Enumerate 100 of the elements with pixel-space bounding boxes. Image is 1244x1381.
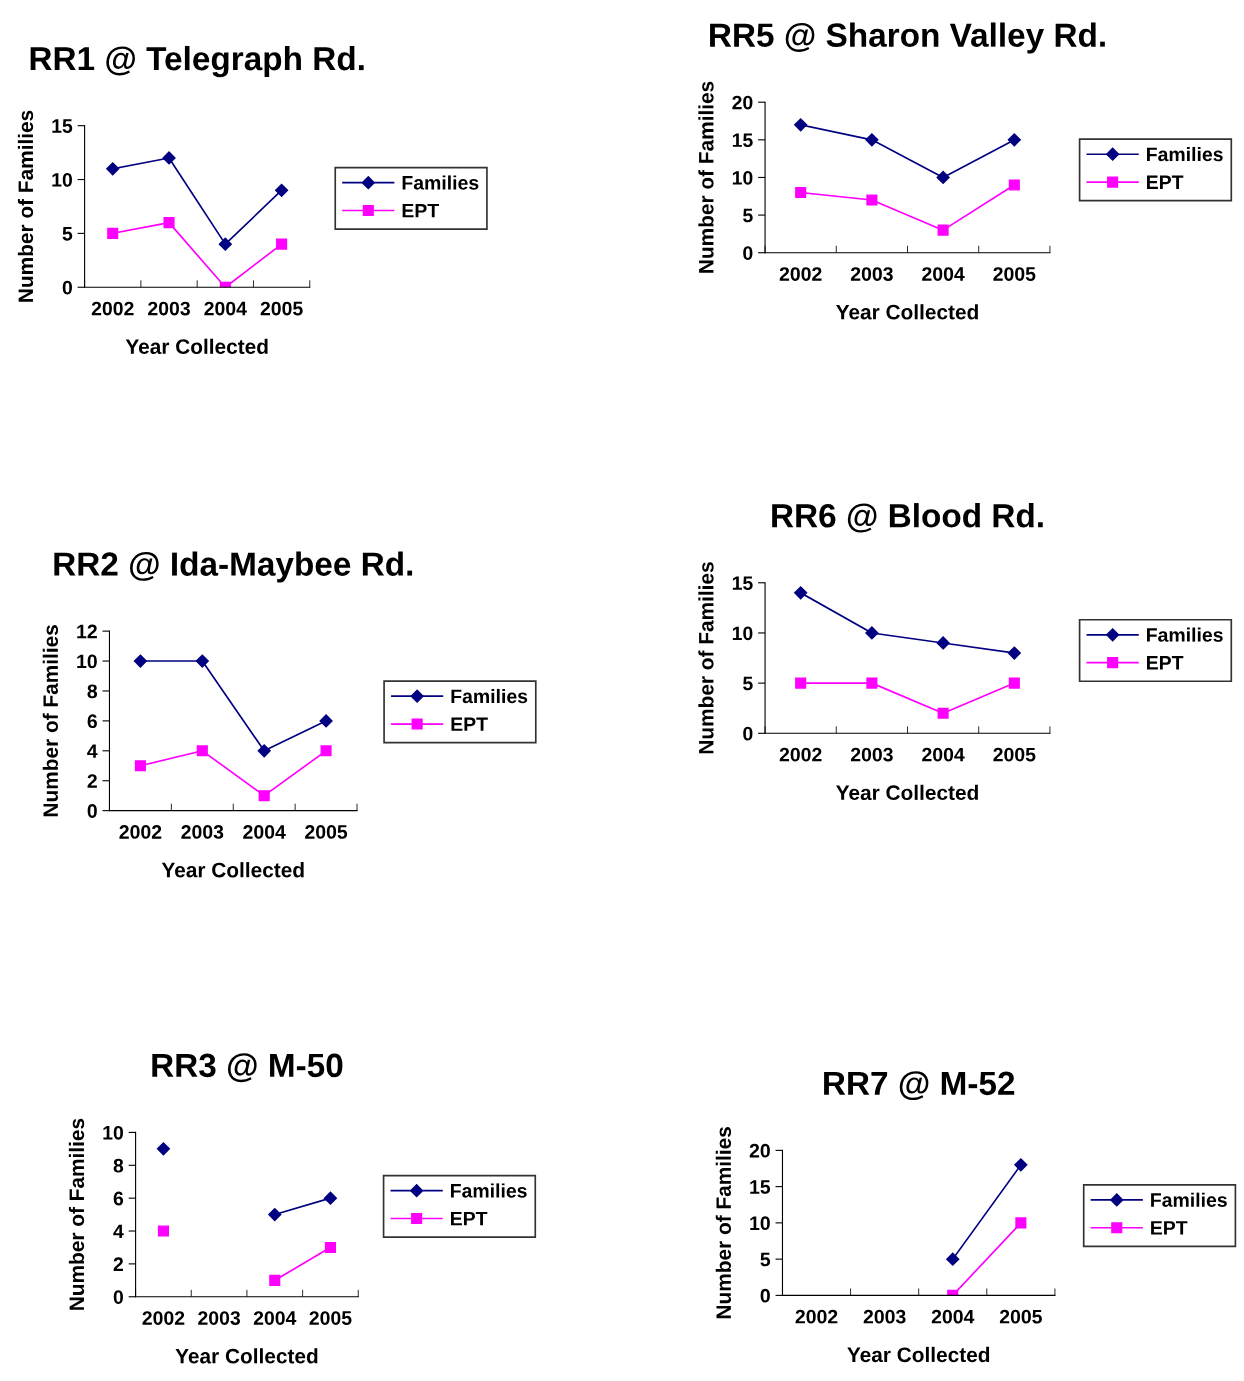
chart-title: RR7 @ M-52 — [824, 1071, 1015, 1101]
y-tick-label: 5 — [62, 227, 73, 241]
y-tick-label: 8 — [113, 1158, 124, 1173]
y-tick-label: 6 — [113, 1191, 124, 1206]
point — [936, 636, 950, 650]
point — [795, 677, 807, 689]
y-tick-label: 10 — [732, 170, 753, 185]
y-tick-label: 5 — [743, 676, 753, 691]
x-axis-title: Year Collected — [125, 338, 268, 355]
x-tick-label: 2004 — [243, 825, 286, 839]
y-axis-title: Number of Families — [68, 1118, 85, 1310]
y-tick-label: 15 — [732, 133, 753, 148]
x-tick-label: 2004 — [922, 267, 965, 281]
y-tick-label: 0 — [113, 1290, 123, 1304]
x-tick-label: 2002 — [795, 1309, 838, 1324]
point — [163, 217, 175, 229]
x-tick-label: 2003 — [198, 1311, 241, 1325]
x-tick-label: 2002 — [119, 825, 162, 839]
point — [1008, 179, 1020, 191]
point — [1014, 1158, 1028, 1172]
y-tick-label: 15 — [52, 119, 73, 133]
y-tick-label: 20 — [749, 1143, 770, 1158]
legend-label: Families — [1147, 146, 1223, 162]
x-tick-label: 2003 — [181, 825, 224, 839]
x-axis-title: Year Collected — [175, 1348, 318, 1364]
y-tick-label: 0 — [760, 1288, 770, 1303]
y-tick-label: 0 — [87, 804, 97, 818]
y-tick-label: 2 — [87, 774, 97, 788]
point — [218, 237, 232, 251]
y-tick-label: 12 — [77, 624, 97, 639]
point — [324, 1241, 336, 1254]
x-tick-label: 2005 — [993, 267, 1036, 281]
x-tick-label: 2005 — [993, 747, 1036, 762]
y-axis-title: Number of Families — [17, 110, 34, 302]
y-tick-label: 8 — [87, 684, 98, 699]
x-tick-label: 2003 — [148, 301, 190, 316]
y-tick-label: 10 — [103, 1125, 123, 1140]
point — [162, 151, 176, 165]
y-tick-label: 15 — [732, 576, 753, 591]
chart-title: RR2 @ Ida-Maybee Rd. — [54, 551, 413, 583]
point — [133, 654, 148, 668]
legend-label: EPT — [1147, 175, 1184, 189]
legend-label: EPT — [1151, 1221, 1188, 1235]
point — [1015, 1217, 1027, 1229]
point — [134, 760, 146, 772]
y-axis-title: Number of Families — [42, 625, 59, 817]
point — [937, 224, 949, 236]
point — [865, 133, 879, 147]
legend-label: Families — [1147, 627, 1223, 642]
point — [275, 183, 289, 197]
x-tick-label: 2002 — [779, 267, 822, 281]
point — [1007, 133, 1021, 147]
x-axis-title: Year Collected — [161, 862, 304, 878]
x-tick-label: 2002 — [142, 1311, 185, 1325]
y-axis-title: Number of Families — [698, 562, 714, 754]
point — [323, 1191, 338, 1205]
x-tick-label: 2005 — [309, 1311, 352, 1325]
x-axis-title: Year Collected — [836, 784, 978, 801]
point — [276, 238, 288, 250]
y-tick-label: 10 — [52, 173, 72, 187]
point — [257, 744, 271, 758]
x-tick-label: 2004 — [922, 747, 965, 762]
x-tick-label: 2005 — [260, 301, 303, 316]
legend-label: EPT — [402, 203, 439, 218]
chart-title: RR1 @ Telegraph Rd. — [30, 45, 364, 78]
point — [936, 170, 950, 185]
legend-label: Families — [451, 688, 528, 704]
x-tick-label: 2004 — [204, 301, 247, 316]
point — [195, 654, 209, 668]
point — [320, 745, 332, 757]
point — [156, 1142, 171, 1156]
y-tick-label: 10 — [77, 654, 97, 669]
x-tick-label: 2005 — [305, 825, 348, 839]
y-tick-label: 6 — [87, 714, 97, 729]
legend-label: EPT — [450, 1211, 488, 1226]
y-tick-label: 0 — [62, 280, 72, 295]
point — [937, 707, 949, 719]
chart-title: RR3 @ M-50 — [152, 1053, 343, 1083]
legend-label: EPT — [1147, 656, 1184, 670]
point — [319, 714, 333, 728]
point — [865, 626, 879, 640]
point — [107, 227, 119, 239]
y-tick-label: 2 — [113, 1257, 124, 1271]
point — [794, 118, 808, 132]
y-tick-label: 15 — [750, 1180, 771, 1194]
y-tick-label: 10 — [732, 626, 753, 641]
x-tick-label: 2002 — [91, 301, 134, 316]
point — [268, 1208, 282, 1222]
y-tick-label: 10 — [750, 1216, 770, 1231]
point — [157, 1225, 169, 1237]
x-tick-label: 2004 — [931, 1309, 975, 1324]
x-tick-label: 2003 — [850, 267, 893, 281]
x-tick-label: 2002 — [779, 747, 822, 762]
x-axis-title: Year Collected — [847, 1346, 990, 1363]
chart-title: RR6 @ Blood Rd. — [772, 503, 1043, 533]
point — [196, 745, 208, 757]
point — [866, 194, 878, 206]
point — [794, 586, 808, 600]
point — [866, 677, 878, 689]
legend-label: Families — [402, 175, 479, 190]
